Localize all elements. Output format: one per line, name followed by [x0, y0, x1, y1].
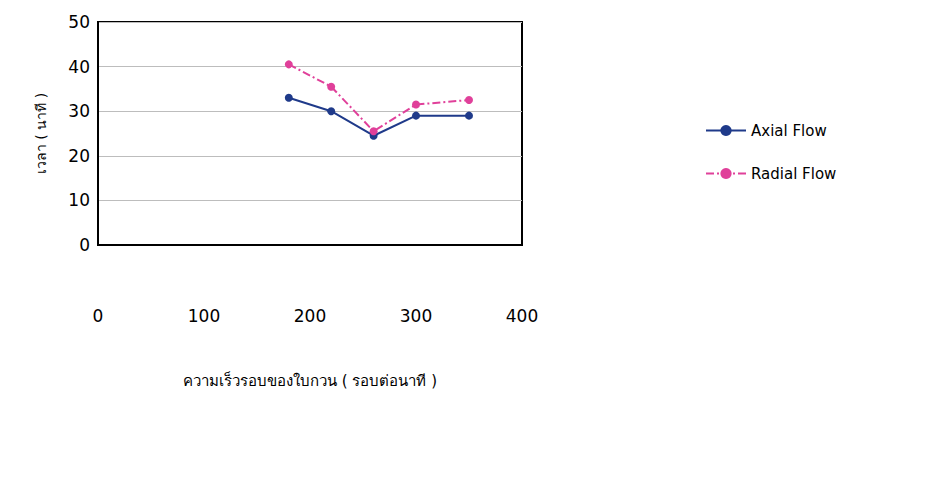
svg-text:0: 0 [79, 235, 90, 255]
svg-text:200: 200 [294, 306, 326, 326]
svg-text:20: 20 [68, 146, 90, 166]
svg-text:40: 40 [68, 57, 90, 77]
svg-text:เวลา ( นาที ): เวลา ( นาที ) [33, 93, 49, 174]
svg-text:30: 30 [68, 101, 90, 121]
svg-text:300: 300 [400, 306, 432, 326]
svg-text:10: 10 [68, 190, 90, 210]
svg-text:100: 100 [188, 306, 220, 326]
svg-text:50: 50 [68, 12, 90, 32]
svg-text:Radial Flow: Radial Flow [751, 165, 836, 183]
svg-text:400: 400 [506, 306, 538, 326]
svg-text:Axial Flow: Axial Flow [751, 122, 827, 140]
svg-text:0: 0 [93, 306, 104, 326]
svg-text:ความเร็วรอบของใบกวน ( รอบต่อนา: ความเร็วรอบของใบกวน ( รอบต่อนาที ) [183, 371, 437, 390]
